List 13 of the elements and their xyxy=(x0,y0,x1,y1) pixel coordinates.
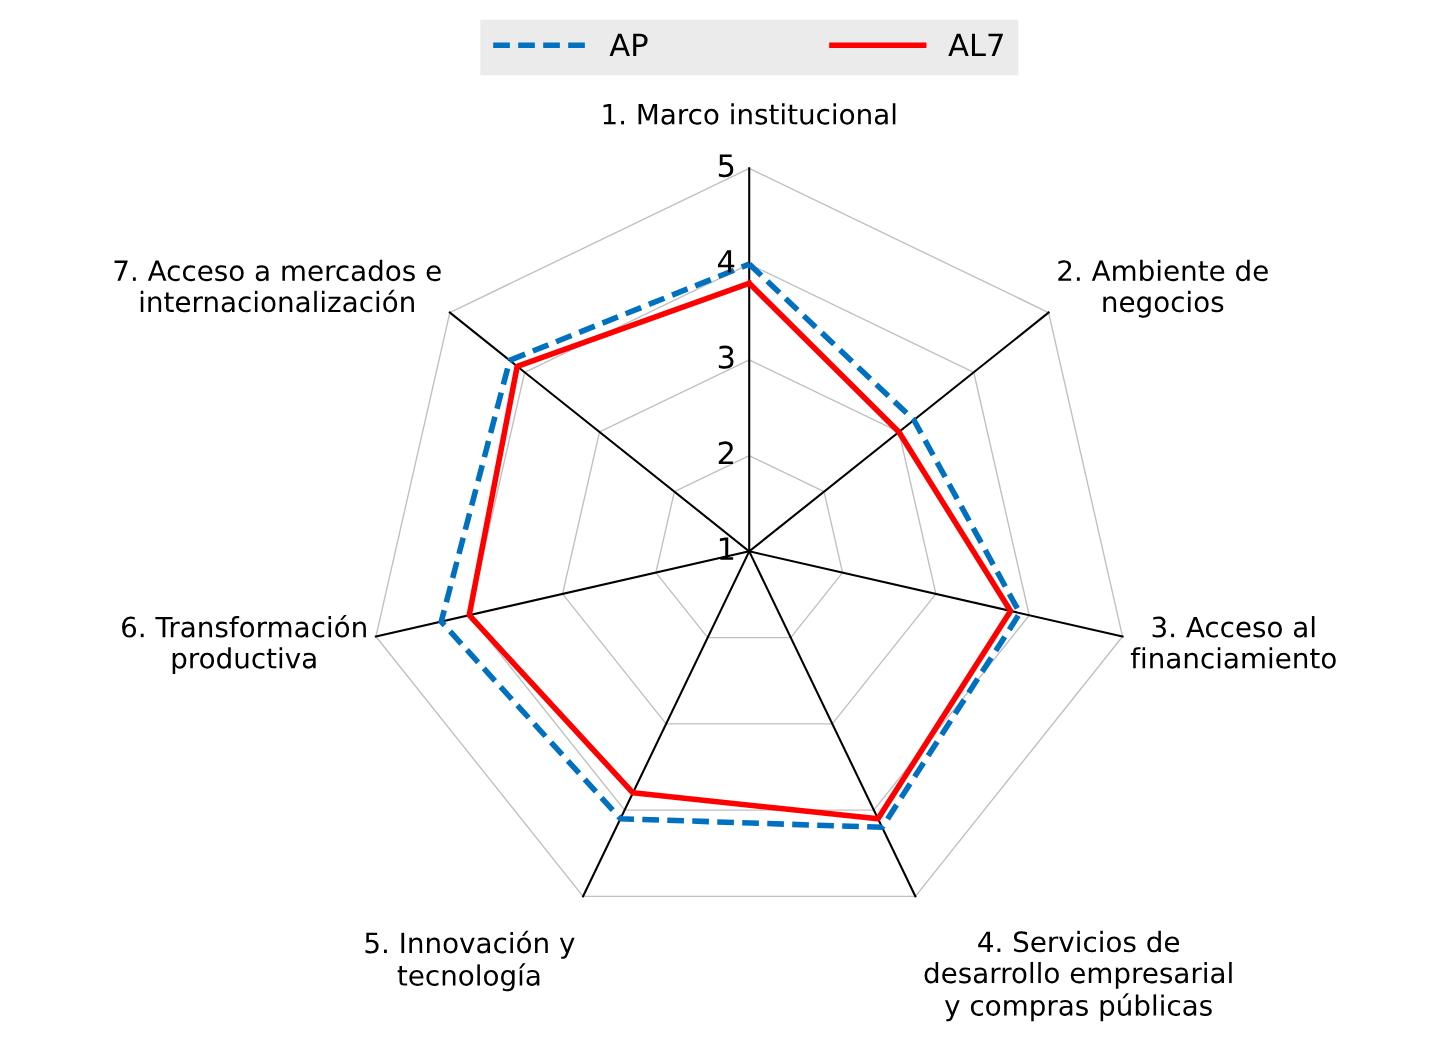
spoke-label: 6. Transformación productiva xyxy=(122,614,366,675)
spoke-label: 5. Innovación y tecnología xyxy=(365,930,575,992)
spoke-label: 3. Acceso al financiamiento xyxy=(1130,616,1336,669)
spoke-label: 2. Ambiente de negocios xyxy=(1058,259,1268,318)
spoke-label: 1. Marco institucional xyxy=(603,103,896,125)
y-tick-label: 2 xyxy=(718,441,733,465)
y-tick-label: 3 xyxy=(718,345,734,369)
legend-label: AP xyxy=(609,33,648,56)
y-tick-label: 5 xyxy=(718,154,734,178)
legend-label: AL7 xyxy=(948,33,1003,56)
spoke-label: 4. Servicios de desarrollo empresarial y compras públicas xyxy=(924,930,1232,1022)
y-tick-label: 4 xyxy=(718,250,735,273)
spoke-label: 7. Acceso a mercados e internacionalización xyxy=(114,259,441,313)
